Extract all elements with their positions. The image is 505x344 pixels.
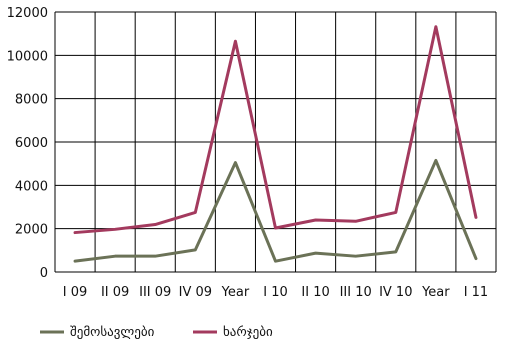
chart-grid: [54, 11, 497, 273]
x-tick-label-7: III 10: [340, 285, 372, 300]
legend: შემოსავლები ხარჯები: [40, 325, 273, 340]
y-tick-label-6: 12000: [7, 6, 48, 21]
y-tick-label-5: 10000: [7, 49, 48, 64]
legend-label-1: ხარჯები: [223, 325, 273, 340]
y-axis-ticks: 0 2000 4000 6000 8000 10000 12000: [7, 6, 48, 281]
y-tick-label-3: 6000: [15, 136, 48, 151]
series-line-1: [73, 25, 478, 235]
y-tick-label-1: 2000: [15, 223, 48, 238]
x-tick-label-4: Year: [221, 285, 250, 300]
y-tick-label-2: 4000: [15, 179, 48, 194]
x-tick-label-8: IV 10: [379, 285, 412, 300]
x-tick-label-0: I 09: [63, 285, 88, 300]
legend-label-0: შემოსავლები: [70, 325, 155, 340]
x-tick-label-5: I 10: [263, 285, 288, 300]
series-line-0: [73, 158, 478, 263]
x-tick-label-9: Year: [421, 285, 450, 300]
x-tick-label-6: II 10: [301, 285, 329, 300]
series-lines: [73, 25, 478, 263]
y-tick-label-4: 8000: [15, 93, 48, 108]
x-axis-ticks: I 09 II 09 III 09 IV 09 Year I 10 II 10 III 10 I…: [63, 285, 488, 300]
y-tick-label-0: 0: [40, 266, 48, 281]
x-tick-label-2: III 09: [139, 285, 171, 300]
x-tick-label-1: II 09: [101, 285, 129, 300]
x-tick-label-3: IV 09: [179, 285, 212, 300]
x-tick-label-10: I 11: [464, 285, 489, 300]
